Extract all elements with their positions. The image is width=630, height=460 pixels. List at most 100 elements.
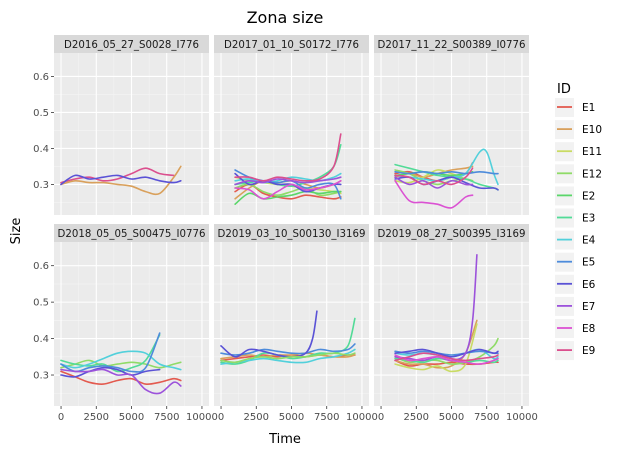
x-tick-label: 7500	[314, 412, 339, 423]
series-line-e7	[234, 176, 342, 186]
facet-strip-label: D2018_05_05_S00475_I0776	[58, 229, 206, 240]
legend-item-e2: E2	[555, 186, 595, 206]
series-line-e2	[234, 190, 342, 205]
legend-label: E10	[582, 124, 602, 136]
facet-strip	[54, 224, 209, 242]
series-line-e10	[60, 165, 182, 196]
x-tick-label: 2500	[404, 412, 429, 423]
x-tick-label: 0	[378, 412, 384, 423]
legend-item-e1: E1	[555, 98, 595, 117]
series-line-e10	[220, 352, 356, 360]
series-line-e5	[220, 343, 356, 356]
y-tick-label: 0.3	[33, 371, 49, 382]
y-tick-label: 0.5	[33, 298, 49, 309]
facet-strip-label: D2019_03_10_S00130_I3169	[218, 229, 366, 240]
series-line-e7	[60, 368, 182, 395]
series-line-e4	[234, 172, 342, 184]
legend-label: E3	[582, 213, 595, 225]
series-line-e9	[234, 133, 342, 182]
series-line-e4	[220, 348, 356, 365]
legend-item-e6: E6	[555, 274, 596, 294]
x-axis-label: Time	[268, 432, 301, 447]
series-line-e12	[394, 337, 499, 365]
legend-item-e8: E8	[555, 319, 595, 338]
y-axis-label: Size	[9, 218, 24, 245]
x-tick-label: 0	[218, 412, 224, 423]
series-line-e12	[220, 352, 356, 364]
facet-strip	[214, 35, 369, 53]
panels: D2016_05_27_S0028_I776 0.3 0.4 0.5 0.6 D2017_…	[33, 35, 538, 423]
series-line-e9	[394, 167, 474, 186]
y-tick-label: 0.4	[33, 144, 49, 155]
x-tick-label: 5000	[119, 412, 144, 423]
series-line-e4	[60, 350, 182, 371]
legend-item-e5: E5	[555, 252, 595, 272]
facet-strip	[54, 35, 209, 53]
x-tick-label: 10000	[506, 412, 538, 423]
series-line-e6	[60, 366, 161, 378]
legend-label: E1	[582, 102, 595, 114]
panel-series	[234, 133, 342, 205]
series-line-e9	[60, 167, 175, 184]
legend-item-e9: E9	[555, 341, 595, 361]
y-tick-label: 0.6	[33, 261, 49, 272]
legend-item-e10: E10	[555, 120, 602, 140]
series-line-e8	[394, 180, 474, 209]
series-line-e4	[394, 148, 499, 186]
x-tick-label: 2500	[244, 412, 269, 423]
y-tick-label: 0.4	[33, 334, 49, 345]
legend-item-e11: E11	[555, 142, 602, 162]
legend-label: E9	[582, 345, 595, 357]
x-tick-label: 0	[58, 412, 64, 423]
series-line-e6	[60, 174, 182, 186]
legend-item-e3: E3	[555, 208, 595, 228]
panel-3: D2017_11_22_S00389_I0776	[374, 35, 529, 215]
legend-label: E5	[582, 257, 595, 269]
legend-label: E8	[582, 323, 595, 335]
series-line-e12	[234, 183, 342, 197]
x-tick-label: 7500	[474, 412, 499, 423]
panel-2: D2017_01_10_S0172_I776	[214, 35, 369, 215]
series-line-e3	[220, 317, 356, 365]
panel-4: D2018_05_05_S00475_I0776 0.3 0.4 0.5 0.6 0 250…	[33, 224, 218, 423]
facet-strip	[374, 224, 529, 242]
facet-strip-label: D2017_11_22_S00389_I0776	[378, 40, 526, 51]
panel-series	[220, 310, 356, 365]
y-tick-label: 0.3	[33, 180, 49, 191]
x-tick-label: 5000	[279, 412, 304, 423]
facet-strip-label: D2016_05_27_S0028_I776	[64, 40, 199, 51]
facet-strip	[214, 224, 369, 242]
legend-label: E2	[582, 190, 595, 202]
facet-strip-label: D2019_08_27_S00395_I3169	[378, 229, 526, 240]
series-line-e8	[234, 180, 342, 200]
panel-6: D2019_08_27_S00395_I3169 0 2500 5000 7500 100…	[374, 224, 538, 423]
series-line-e1	[60, 370, 182, 386]
legend-title: ID	[557, 82, 571, 97]
chart-title: Zona size	[247, 8, 324, 27]
panel-series	[394, 254, 499, 373]
x-tick-label: 2500	[84, 412, 109, 423]
x-tick-label: 5000	[439, 412, 464, 423]
series-line-e9	[394, 352, 499, 362]
y-tick-label: 0.6	[33, 72, 49, 83]
x-tick-label: 10000	[346, 412, 378, 423]
legend: ID E1 E10 E11 E12 E2 E3 E4 E5 E6 E7 E8 E9	[555, 82, 602, 361]
panel-series	[60, 332, 182, 395]
legend-label: E4	[582, 235, 596, 247]
facet-strip	[374, 35, 529, 53]
series-line-e6	[394, 348, 499, 358]
panel-1: D2016_05_27_S0028_I776 0.3 0.4 0.5 0.6	[33, 35, 209, 215]
y-tick-label: 0.5	[33, 108, 49, 119]
series-line-e7	[394, 176, 474, 189]
series-line-e5	[394, 171, 499, 175]
facet-strip-label: D2017_01_10_S0172_I776	[224, 40, 359, 51]
x-tick-label: 7500	[154, 412, 179, 423]
legend-label: E11	[582, 146, 602, 158]
panel-series	[60, 165, 182, 196]
series-line-e6	[220, 310, 318, 358]
legend-item-e4: E4	[555, 230, 596, 250]
series-line-e1	[394, 359, 499, 367]
panel-5: D2019_03_10_S00130_I3169 0 2500 5000 7500 100…	[214, 224, 378, 423]
legend-item-e12: E12	[555, 164, 602, 184]
x-tick-label: 10000	[186, 412, 218, 423]
